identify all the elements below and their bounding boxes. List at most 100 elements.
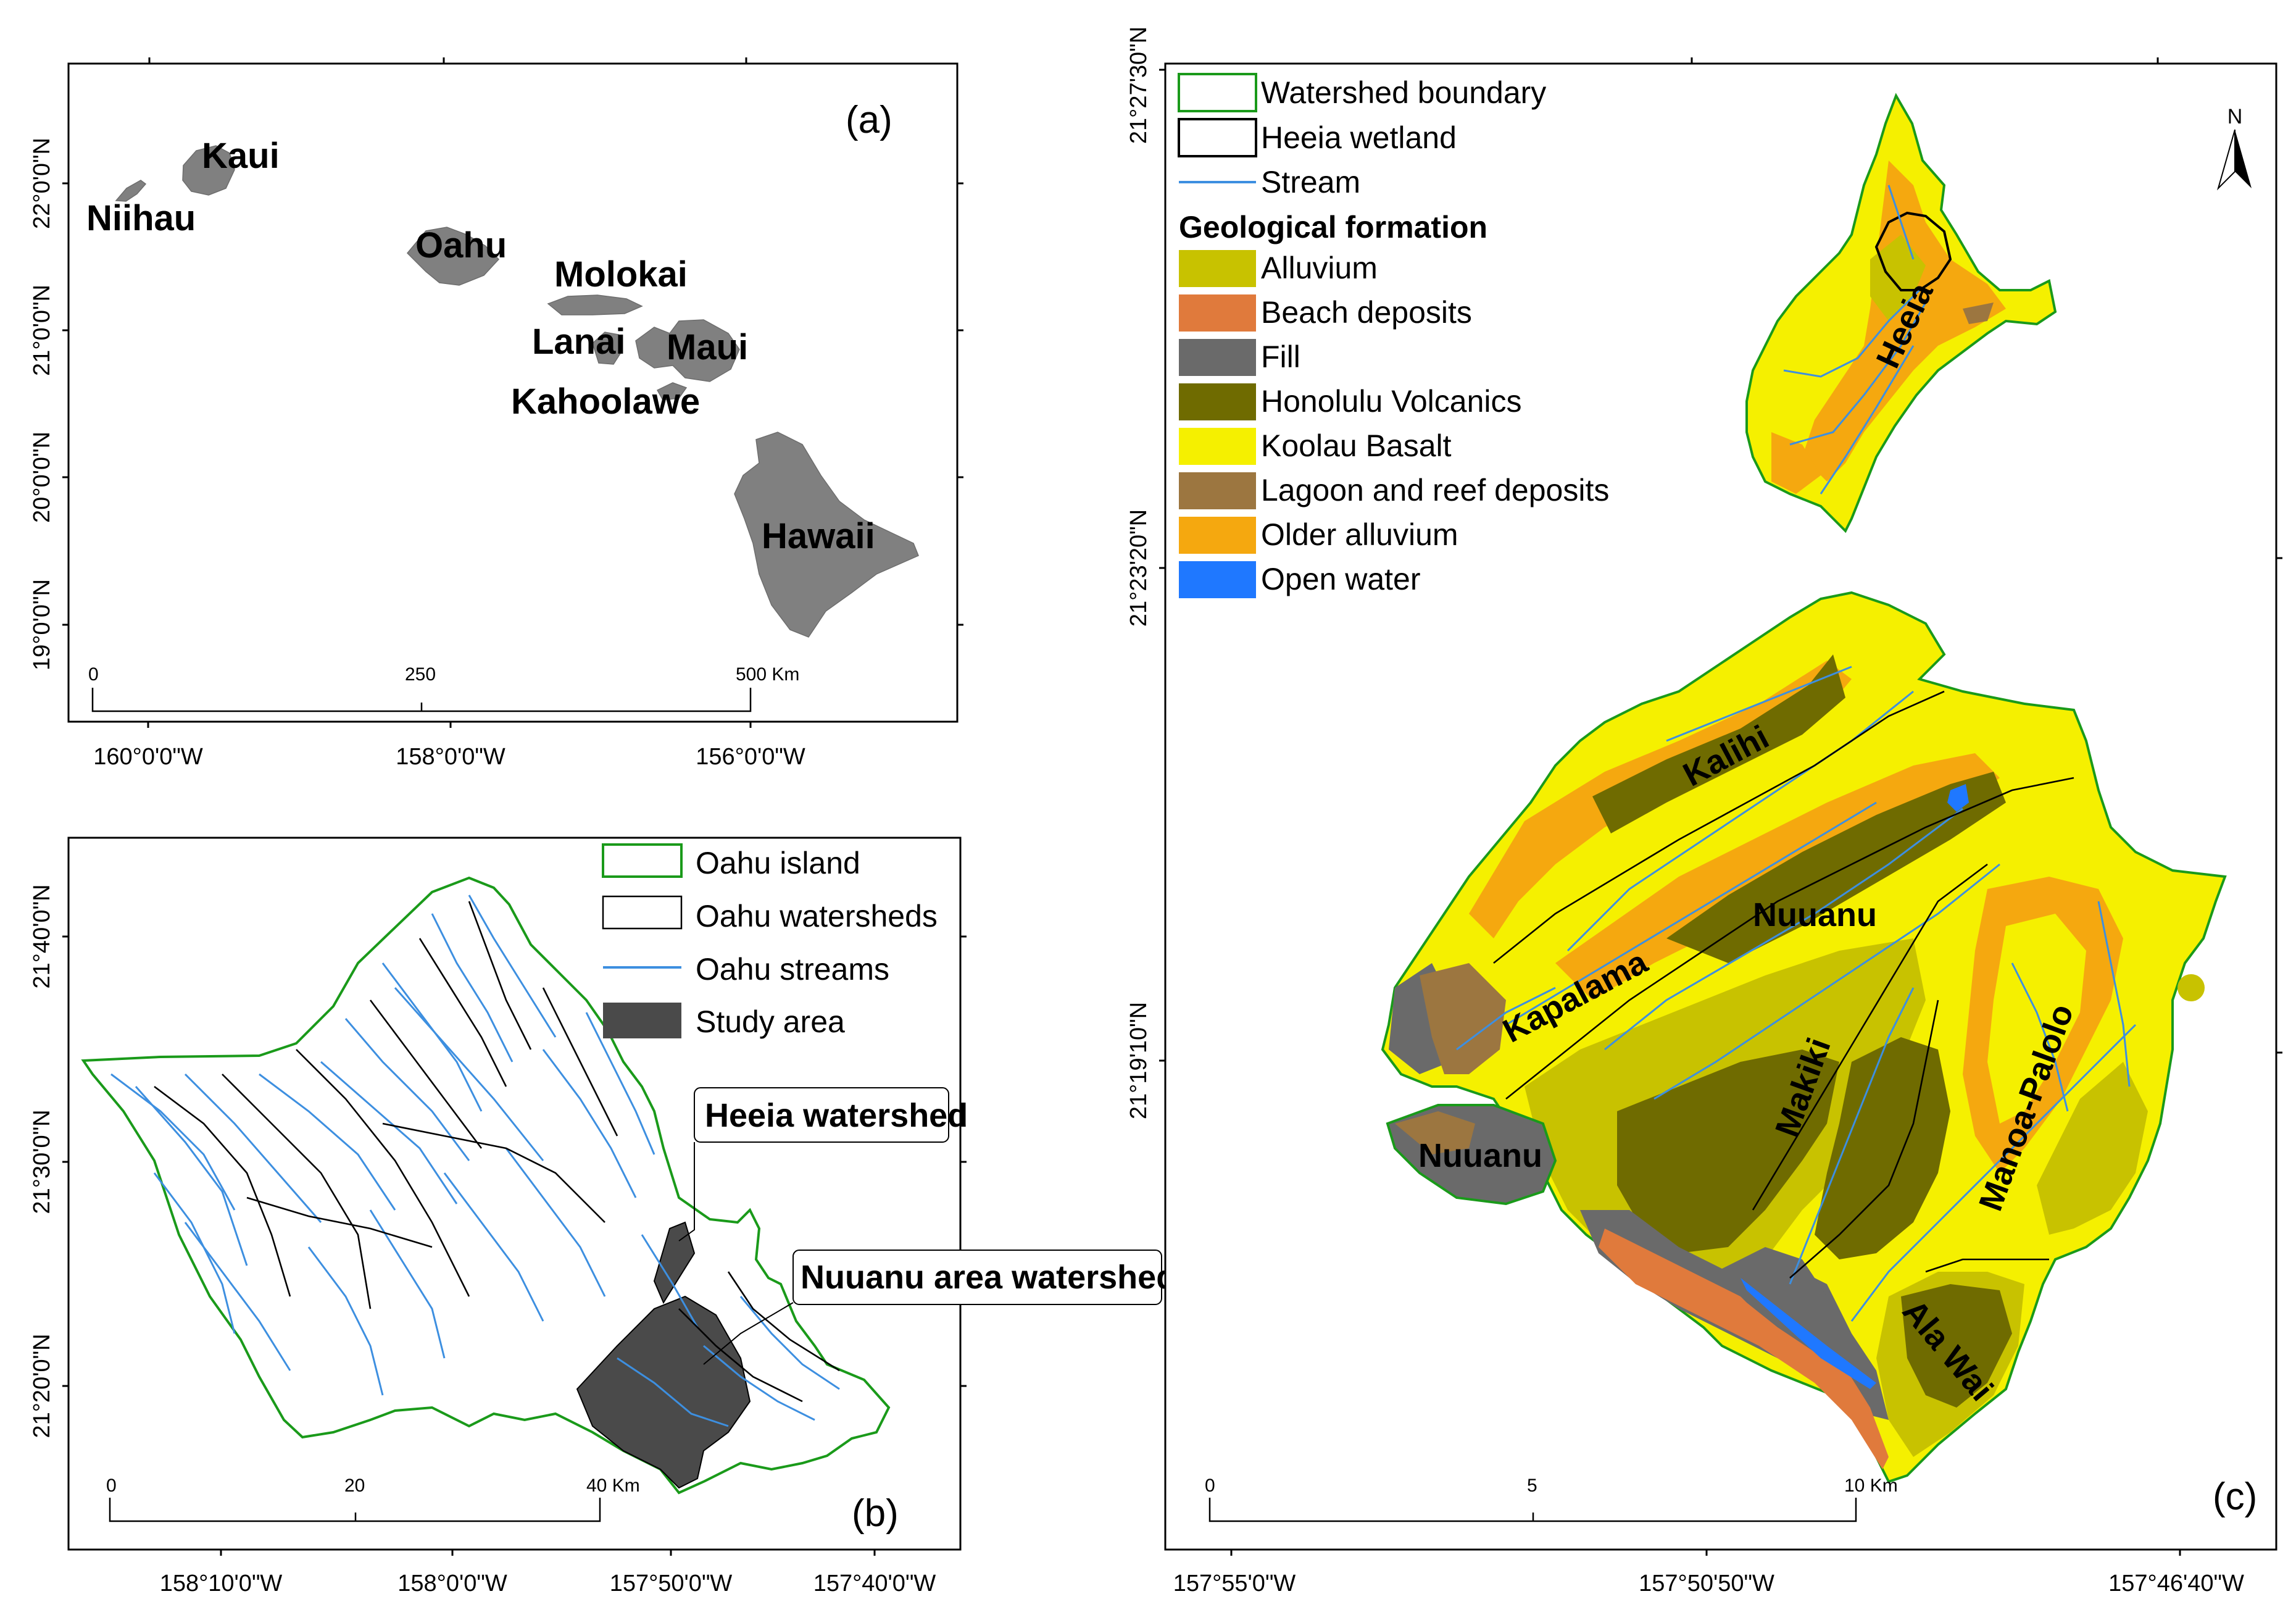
legend-swatch-heeia-wetland (1178, 118, 1257, 157)
lon-b-1: 158°0'0"W (397, 1571, 507, 1596)
legend-swatch-geology-2 (1179, 339, 1256, 376)
island-label-oahu: Oahu (415, 225, 507, 265)
panel-c-ticks (1159, 57, 2282, 1556)
lon-c-2: 157°46'40"W (2108, 1571, 2244, 1596)
legend-label-geology-1: Beach deposits (1261, 295, 1472, 330)
panel-a-ticks (62, 57, 963, 728)
scale-a-250: 250 (405, 664, 436, 685)
lon-b-0: 158°10'0"W (160, 1571, 283, 1596)
legend-label-geology-0: Alluvium (1261, 251, 1378, 285)
callout-nuuanu: Nuuanu area watersheds (703, 1250, 1195, 1365)
legend-label-geology-3: Honolulu Volcanics (1261, 384, 1522, 419)
legend-swatch-geology-5 (1179, 472, 1256, 509)
lon-c-0: 157°55'0"W (1173, 1571, 1296, 1596)
panel-c-scale-bar: 0 5 10 Km (1205, 1475, 1898, 1522)
panel-b-scale-bar: 0 20 40 Km (106, 1475, 640, 1522)
callout-heeia: Heeia watershed (678, 1087, 968, 1242)
island-label-niihau: Niihau (86, 198, 196, 238)
island-maui (635, 319, 740, 382)
study-area-heeia (653, 1221, 696, 1304)
lat-b-2: 21°20'0"N (29, 1333, 55, 1438)
legend-swatch-geology-0 (1179, 250, 1256, 287)
nuuanu-streams (1456, 666, 2137, 1322)
legend-label-geology-4: Koolau Basalt (1261, 428, 1452, 463)
scale-b-0: 0 (106, 1475, 117, 1496)
legend-label-oahu-island: Oahu island (696, 846, 860, 880)
lon-c-1: 157°50'50"W (1639, 1571, 1774, 1596)
panel-c-legend: Watershed boundary Heeia wetland Stream … (1178, 73, 1609, 598)
panel-b: Oahu island Oahu watersheds Oahu streams… (29, 837, 1195, 1596)
panel-a-scale-bar: 0 250 500 Km (88, 664, 799, 712)
scale-a-500: 500 Km (736, 664, 799, 685)
island-label-hawaii: Hawaii (762, 516, 875, 556)
islands-layer (115, 145, 919, 638)
legend-swatch-watershed-boundary (1178, 73, 1257, 112)
scale-c-5: 5 (1527, 1475, 1537, 1496)
island-label-lanai: Lanai (532, 322, 626, 362)
panel-c-label: (c) (2213, 1475, 2257, 1518)
legend-swatch-geology-3 (1179, 383, 1256, 420)
heeia-wetland-outline (1874, 211, 1952, 291)
lat-b-0: 21°40'0"N (29, 884, 55, 988)
legend-swatch-geology-1 (1179, 294, 1256, 332)
legend-swatch-oahu-watersheds (602, 895, 683, 930)
island-label-molokai: Molokai (554, 254, 688, 294)
scale-b-20: 20 (344, 1475, 365, 1496)
study-area-nuuanu (576, 1295, 751, 1489)
lat-b-1: 21°30'0"N (29, 1109, 55, 1214)
island-label-maui: Maui (667, 327, 748, 367)
scale-c-0: 0 (1205, 1475, 1215, 1496)
north-label: N (2227, 105, 2243, 128)
island-niihau (115, 180, 147, 202)
lon-b-2: 157°50'0"W (610, 1571, 733, 1596)
legend-label-geology-2: Fill (1261, 340, 1300, 374)
island-kahoolawe (656, 382, 688, 401)
oahu-watersheds (154, 901, 840, 1403)
watershed-label-nuuanu: Nuuanu (1753, 896, 1877, 933)
nuuanu-area-map: Kalihi Nuuanu Kapalama Nuuanu Makiki Man… (1381, 591, 2227, 1484)
geology-legend-items: Alluvium Beach deposits Fill Honolulu Volca… (1179, 250, 1609, 598)
island-lanai (592, 332, 623, 365)
lat-a-3: 19°0'0"N (29, 579, 55, 670)
legend-heading-geology: Geological formation (1179, 210, 1487, 244)
lon-a-1: 158°0'0"W (396, 744, 505, 770)
legend-swatch-oahu-island (602, 843, 683, 878)
island-hawaii (734, 432, 919, 638)
panel-a-label: (a) (846, 99, 892, 141)
legend-label-oahu-watersheds: Oahu watersheds (696, 899, 938, 933)
panel-c: Heeia (1126, 27, 2282, 1596)
panel-b-ticks (62, 935, 967, 1556)
scale-b-40: 40 Km (586, 1475, 640, 1496)
panel-a: Kaui Niihau Oahu Molokai Lanai Maui Kaho… (29, 57, 963, 770)
legend-swatch-geology-7 (1179, 561, 1256, 598)
callout-heeia-text: Heeia watershed (705, 1097, 968, 1134)
lat-a-0: 22°0'0"N (29, 138, 55, 229)
lat-a-1: 21°0'0"N (29, 285, 55, 376)
legend-swatch-geology-6 (1179, 517, 1256, 554)
lon-a-0: 160°0'0"W (93, 744, 203, 770)
scale-c-10: 10 Km (1844, 1475, 1898, 1496)
legend-label-heeia-wetland: Heeia wetland (1261, 120, 1457, 155)
legend-label-geology-7: Open water (1261, 562, 1420, 596)
scale-a-0: 0 (88, 664, 99, 685)
lat-c-2: 21°19'10"N (1126, 1002, 1152, 1119)
north-arrow-icon: N (2216, 105, 2252, 191)
legend-swatch-geology-4 (1179, 428, 1256, 465)
legend-swatch-study-area (603, 1003, 681, 1038)
panel-b-legend: Oahu island Oahu watersheds Oahu streams… (602, 843, 938, 1039)
heeia-streams (1783, 185, 1927, 495)
island-molokai (547, 294, 643, 315)
lat-c-0: 21°27'30"N (1126, 27, 1152, 144)
legend-label-stream: Stream (1261, 165, 1360, 199)
island-label-kaui: Kaui (202, 136, 280, 176)
lon-a-2: 156°0'0"W (696, 744, 805, 770)
island-label-kahoolawe: Kahoolawe (511, 382, 700, 422)
lon-b-3: 157°40'0"W (813, 1571, 936, 1596)
legend-label-watershed-boundary: Watershed boundary (1261, 75, 1546, 110)
island-kauai (182, 145, 235, 196)
watershed-label-nuuanu-coastal: Nuuanu (1418, 1137, 1542, 1174)
legend-label-study-area: Study area (696, 1004, 845, 1039)
legend-label-geology-5: Lagoon and reef deposits (1261, 473, 1609, 507)
